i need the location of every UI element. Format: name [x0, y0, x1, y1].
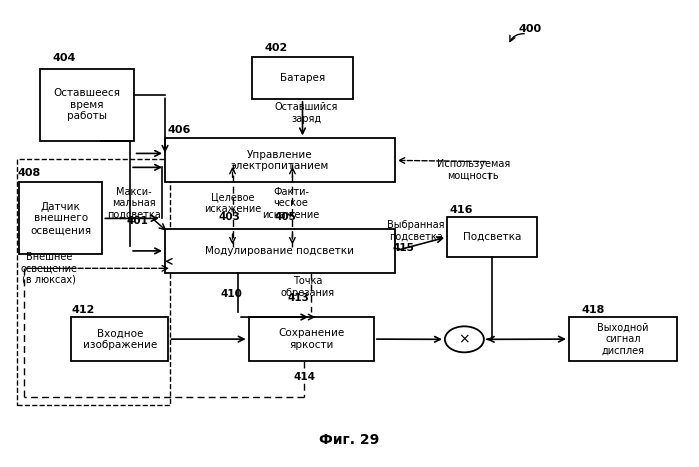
FancyBboxPatch shape [447, 217, 538, 257]
Text: 405: 405 [275, 212, 296, 222]
FancyBboxPatch shape [569, 317, 677, 361]
Text: Макси-
мальная
подсветка: Макси- мальная подсветка [107, 187, 161, 220]
Text: 414: 414 [294, 372, 315, 382]
Text: Факти-
ческое
искажение: Факти- ческое искажение [262, 187, 319, 220]
Text: Подсветка: Подсветка [463, 232, 521, 242]
Text: Фиг. 29: Фиг. 29 [319, 433, 380, 447]
Text: Батарея: Батарея [280, 73, 325, 83]
Text: Модулирование подсветки: Модулирование подсветки [206, 246, 354, 256]
Text: Выбранная
подсветка: Выбранная подсветка [387, 220, 445, 242]
Text: Целевое
искажение: Целевое искажение [205, 192, 262, 214]
Text: 412: 412 [72, 305, 95, 315]
Text: 410: 410 [220, 289, 242, 299]
Text: 408: 408 [17, 168, 41, 178]
FancyBboxPatch shape [249, 317, 374, 361]
Text: Датчик
внешнего
освещения: Датчик внешнего освещения [30, 202, 91, 235]
Text: ×: × [459, 333, 470, 347]
Text: 404: 404 [52, 53, 75, 63]
Text: Выходной
сигнал
дисплея: Выходной сигнал дисплея [597, 323, 649, 356]
Text: 413: 413 [288, 293, 310, 304]
Text: Внешнее
освещение
(в люксах): Внешнее освещение (в люксах) [21, 252, 78, 285]
Text: Оставшийся
заряд: Оставшийся заряд [274, 102, 338, 124]
Text: 406: 406 [167, 126, 191, 135]
Text: 400: 400 [519, 24, 542, 34]
Text: Управление
электропитанием: Управление электропитанием [231, 149, 329, 171]
Text: Сохранение
яркости: Сохранение яркости [278, 328, 345, 350]
Text: Используемая
мощность: Используемая мощность [437, 159, 510, 180]
Text: Входное
изображение: Входное изображение [82, 328, 157, 350]
Text: 416: 416 [449, 205, 473, 215]
Text: 401: 401 [127, 215, 149, 226]
Text: 403: 403 [218, 212, 240, 222]
FancyBboxPatch shape [40, 69, 134, 141]
FancyBboxPatch shape [19, 183, 102, 255]
Text: 402: 402 [265, 43, 288, 53]
FancyBboxPatch shape [165, 229, 395, 273]
Text: 418: 418 [582, 305, 605, 315]
Text: Оставшееся
время
работы: Оставшееся время работы [53, 88, 120, 121]
Text: 415: 415 [393, 243, 415, 254]
FancyBboxPatch shape [71, 317, 168, 361]
FancyBboxPatch shape [252, 57, 353, 99]
FancyBboxPatch shape [165, 138, 395, 183]
Text: Точка
обрезания: Точка обрезания [281, 276, 335, 297]
